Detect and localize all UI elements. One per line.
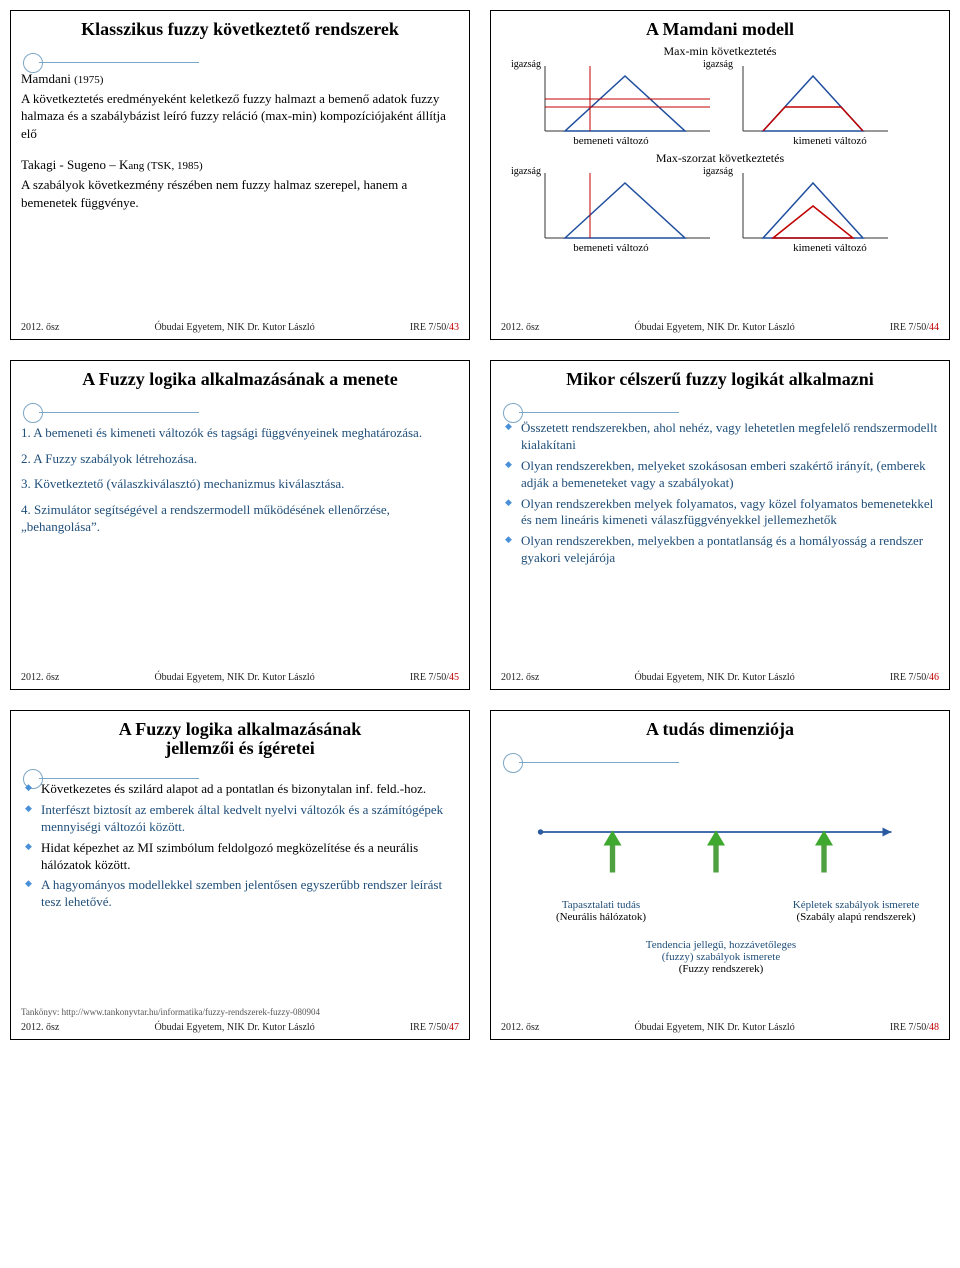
list-item: A hagyományos modellekkel szemben jelent… <box>25 877 459 911</box>
row-2: igazság igazság <box>531 166 939 248</box>
list-item-2: 2. A Fuzzy szabályok létrehozása. <box>21 450 459 468</box>
footer-left: 2012. ősz <box>21 672 59 683</box>
slide-48: A tudás dimenziója Tapasztalati <box>490 710 950 1040</box>
slide-footer: 2012. ősz Óbudai Egyetem, NIK Dr. Kutor … <box>21 322 459 333</box>
footer-left: 2012. ősz <box>501 672 539 683</box>
reference-link: Tankönyv: http://www.tankonyvtar.hu/info… <box>21 1007 320 1017</box>
slide-title-1: A Fuzzy logika alkalmazásának <box>21 719 459 740</box>
triangle-icon <box>733 168 893 246</box>
footer-left: 2012. ősz <box>501 1022 539 1033</box>
list-item: Olyan rendszerekben melyek folyamatos, v… <box>505 496 939 530</box>
triangle-icon <box>535 61 715 139</box>
chart-output-2 <box>733 168 893 246</box>
list-item: Következetes és szilárd alapot ad a pont… <box>25 781 459 798</box>
decor-icon <box>23 405 61 423</box>
tsk-heading: Takagi - Sugeno – Kang (TSK, 1985) <box>21 156 459 174</box>
list-item-4: 4. Szimulátor segítségével a rendszermod… <box>21 501 459 536</box>
triangle-icon <box>535 168 715 246</box>
slide-footer: 2012. ősz Óbudai Egyetem, NIK Dr. Kutor … <box>501 322 939 333</box>
chart-input-1: igazság igazság <box>535 61 715 139</box>
label-left: Tapasztalati tudás (Neurális hálózatok) <box>531 899 671 923</box>
maxmin-label: Max-min következtetés <box>501 44 939 59</box>
slide-47: A Fuzzy logika alkalmazásának jellemzői … <box>10 710 470 1040</box>
list-item: Olyan rendszerekben, melyekben a pontatl… <box>505 533 939 567</box>
decor-icon <box>503 755 541 773</box>
row-1: igazság igazság <box>531 59 939 141</box>
slide-44: A Mamdani modell Max-min következtetés i… <box>490 10 950 340</box>
label-right: Képletek szabályok ismerete (Szabály ala… <box>771 899 941 923</box>
slide-46: Mikor célszerű fuzzy logikát alkalmazni … <box>490 360 950 690</box>
text: Sugeno – K <box>67 157 128 172</box>
footer-page: IRE 7/50/46 <box>890 672 939 683</box>
bullet-list: Következetes és szilárd alapot ad a pont… <box>21 781 459 911</box>
decor-icon <box>23 55 61 73</box>
bullet-list: Összetett rendszerekben, ahol nehéz, vag… <box>501 420 939 567</box>
triangle-icon <box>733 61 893 139</box>
slide-title: Mikor célszerű fuzzy logikát alkalmazni <box>501 369 939 390</box>
footer-mid: Óbudai Egyetem, NIK Dr. Kutor László <box>634 672 794 683</box>
slide-footer: 2012. ősz Óbudai Egyetem, NIK Dr. Kutor … <box>501 1022 939 1033</box>
text: Mamdani <box>21 71 74 86</box>
slide-45: A Fuzzy logika alkalmazásának a menete 1… <box>10 360 470 690</box>
footer-page: IRE 7/50/45 <box>410 672 459 683</box>
text: Takagi - <box>21 157 67 172</box>
footer-mid: Óbudai Egyetem, NIK Dr. Kutor László <box>634 1022 794 1033</box>
chart-output-1 <box>733 61 893 139</box>
slide-title: Klasszikus fuzzy következtető rendszerek <box>21 19 459 40</box>
list-item: Hidat képezhet az MI szimbólum feldolgoz… <box>25 840 459 874</box>
footer-page: IRE 7/50/48 <box>890 1022 939 1033</box>
list-item-1: 1. A bemeneti és kimeneti változók és ta… <box>21 424 459 442</box>
text: (1975) <box>74 74 103 86</box>
list-item: Interfészt biztosít az emberek által ked… <box>25 802 459 836</box>
axis-y-label: igazság <box>703 166 733 177</box>
mamdani-desc: A következtetés eredményeként keletkező … <box>21 90 459 143</box>
footer-mid: Óbudai Egyetem, NIK Dr. Kutor László <box>634 322 794 333</box>
arrow-up-icon <box>707 830 725 872</box>
chart-input-2: igazság igazság <box>535 168 715 246</box>
footer-page: IRE 7/50/44 <box>890 322 939 333</box>
axis-y-label: igazság <box>703 59 733 70</box>
list-item-3: 3. Következtető (válaszkiválasztó) mecha… <box>21 475 459 493</box>
slide-footer: 2012. ősz Óbudai Egyetem, NIK Dr. Kutor … <box>21 672 459 683</box>
slide-title: A Fuzzy logika alkalmazásának a menete <box>21 369 459 390</box>
arrow-up-icon <box>815 830 833 872</box>
slide-43: Klasszikus fuzzy következtető rendszerek… <box>10 10 470 340</box>
footer-page: IRE 7/50/43 <box>410 322 459 333</box>
footer-left: 2012. ősz <box>501 322 539 333</box>
footer-page: IRE 7/50/47 <box>410 1022 459 1033</box>
list-item: Olyan rendszerekben, melyeket szokásosan… <box>505 458 939 492</box>
footer-left: 2012. ősz <box>21 322 59 333</box>
arrow-up-icon <box>604 830 622 872</box>
list-item: Összetett rendszerekben, ahol nehéz, vag… <box>505 420 939 454</box>
tsk-desc: A szabályok következmény részében nem fu… <box>21 176 459 211</box>
slide-title: A Mamdani modell <box>501 19 939 40</box>
footer-left: 2012. ősz <box>21 1022 59 1033</box>
text: ang (TSK, 1985) <box>128 160 202 172</box>
slide-title-2: jellemzői és ígéretei <box>21 738 459 759</box>
slide-footer: 2012. ősz Óbudai Egyetem, NIK Dr. Kutor … <box>501 672 939 683</box>
mamdani-heading: Mamdani (1975) <box>21 70 459 88</box>
label-center: Tendencia jellegű, hozzávetőleges (fuzzy… <box>611 939 831 975</box>
slide-title: A tudás dimenziója <box>501 719 939 740</box>
slide-footer: 2012. ősz Óbudai Egyetem, NIK Dr. Kutor … <box>21 1022 459 1033</box>
maxszor-label: Max-szorzat következtetés <box>501 151 939 166</box>
footer-mid: Óbudai Egyetem, NIK Dr. Kutor László <box>154 672 314 683</box>
footer-mid: Óbudai Egyetem, NIK Dr. Kutor László <box>154 322 314 333</box>
footer-mid: Óbudai Egyetem, NIK Dr. Kutor László <box>154 1022 314 1033</box>
